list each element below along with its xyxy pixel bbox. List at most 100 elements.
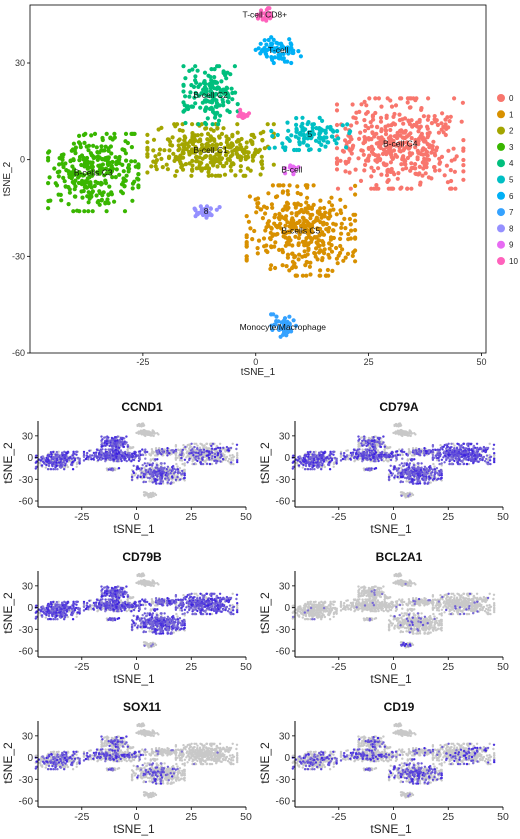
cell-point: [46, 158, 51, 163]
cell-point: [63, 161, 68, 166]
cell-point: [202, 448, 206, 451]
cell-point: [271, 162, 276, 167]
cell-point: [112, 131, 117, 136]
cell-point: [134, 454, 138, 458]
cell-point: [267, 146, 272, 151]
cell-point: [382, 162, 387, 167]
cell-point: [327, 200, 332, 205]
cell-point: [195, 133, 200, 138]
main-plot-frame: [29, 4, 487, 354]
cell-point: [111, 469, 115, 472]
cell-point: [230, 97, 235, 102]
cell-point: [432, 165, 437, 170]
cell-point: [279, 226, 284, 231]
cell-point: [170, 135, 175, 140]
cell-point: [154, 458, 157, 461]
cell-point: [311, 183, 316, 188]
cell-point: [100, 137, 105, 143]
cell-point: [322, 251, 327, 256]
cell-point: [446, 445, 450, 449]
cell-point: [284, 207, 290, 212]
legend-swatch: [497, 126, 505, 135]
cell-point: [143, 462, 146, 465]
cell-point: [295, 202, 300, 207]
cell-point: [122, 184, 127, 189]
cell-point: [59, 454, 62, 458]
cell-point: [219, 453, 223, 456]
cell-point: [165, 167, 170, 172]
x-tick-label: 25: [185, 511, 197, 523]
legend-swatch: [497, 94, 505, 102]
cell-point: [411, 493, 415, 497]
cell-point: [152, 434, 155, 438]
cell-point: [99, 181, 104, 186]
cell-point: [230, 461, 233, 464]
cell-point: [186, 450, 189, 453]
x-axis-label: tSNE_1: [113, 522, 155, 536]
cell-point: [339, 221, 344, 226]
cell-point: [269, 263, 274, 268]
cell-point: [70, 463, 74, 467]
cell-point: [194, 166, 199, 171]
cell-point: [145, 464, 148, 468]
cell-point: [334, 256, 339, 261]
cell-point: [318, 198, 323, 203]
cell-point: [46, 468, 50, 471]
cell-point: [313, 235, 318, 240]
cell-point: [462, 462, 465, 466]
cell-point: [81, 188, 86, 194]
cell-point: [35, 460, 38, 463]
cell-point: [350, 145, 355, 150]
cell-point: [467, 455, 470, 458]
cell-point: [346, 232, 351, 237]
panel-title: CD79A: [379, 400, 419, 414]
cell-point: [386, 186, 391, 191]
cell-point: [322, 214, 327, 219]
cell-point: [244, 214, 249, 219]
cell-point: [308, 260, 313, 265]
cell-point: [392, 122, 398, 127]
cell-point: [295, 190, 300, 196]
cell-point: [404, 144, 409, 149]
cell-point: [152, 494, 155, 498]
cluster-label: B-cell: [281, 164, 302, 174]
cell-point: [229, 446, 233, 450]
cell-point: [148, 431, 152, 434]
cell-point: [238, 164, 243, 169]
y-tick-label: -30: [12, 251, 25, 261]
legend-swatch: [497, 208, 505, 217]
cell-point: [208, 458, 211, 461]
cell-point: [289, 211, 294, 216]
cell-point: [104, 436, 108, 439]
cell-point: [193, 101, 198, 106]
legend-label: 3: [509, 143, 514, 152]
cell-point: [259, 162, 265, 167]
cell-point: [399, 424, 403, 427]
cell-point: [276, 215, 281, 220]
cell-point: [363, 136, 368, 141]
cell-point: [200, 451, 204, 454]
cell-point: [86, 180, 91, 185]
cell-point: [180, 456, 183, 460]
cell-point: [454, 154, 459, 159]
cell-point: [461, 157, 466, 163]
cell-point: [435, 122, 440, 128]
cell-point: [244, 258, 249, 263]
cell-point: [196, 139, 201, 144]
cell-point: [207, 106, 212, 111]
cell-point: [115, 441, 119, 445]
cell-point: [161, 451, 165, 454]
cell-point: [148, 467, 152, 470]
cell-point: [492, 447, 495, 451]
cell-point: [335, 129, 340, 134]
cell-point: [275, 231, 280, 237]
cell-point: [318, 268, 323, 273]
cell-point: [198, 450, 201, 453]
cell-point: [260, 137, 265, 143]
cell-point: [173, 154, 178, 159]
cell-point: [100, 452, 104, 455]
cell-point: [431, 458, 435, 461]
cell-point: [95, 448, 99, 451]
cell-point: [283, 204, 288, 209]
